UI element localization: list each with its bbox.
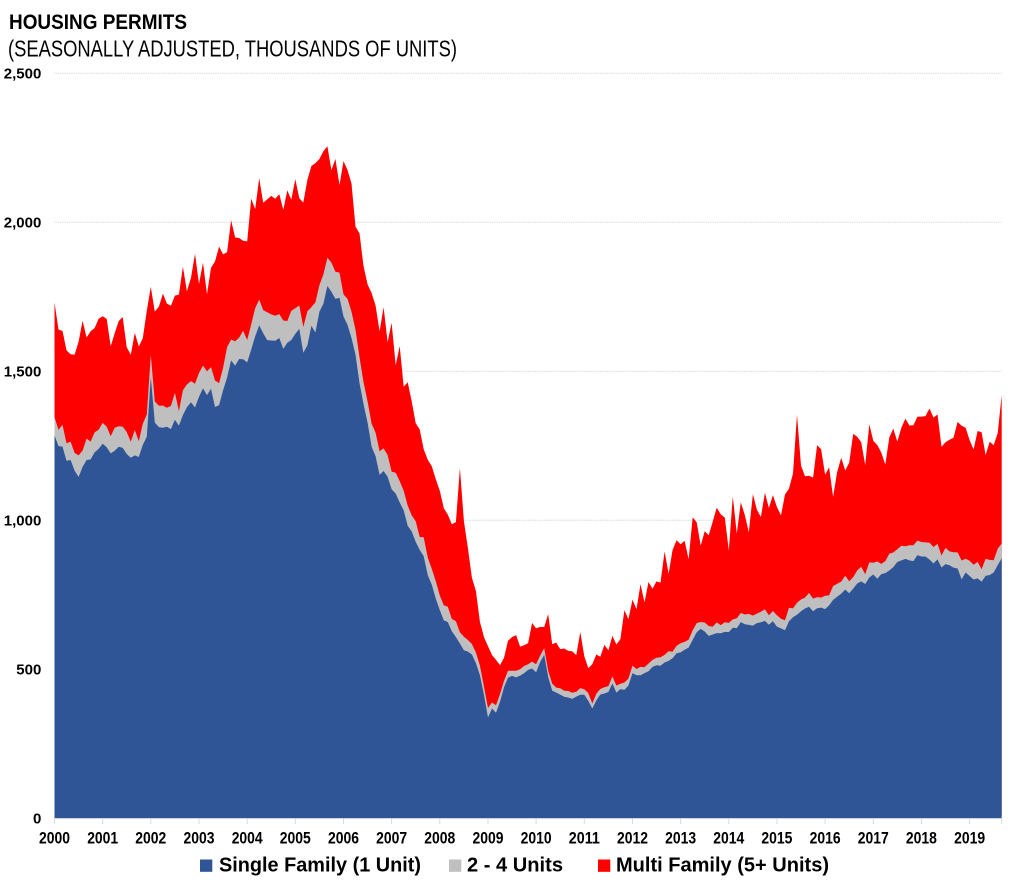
svg-text:2016: 2016 [810, 830, 841, 848]
svg-text:(SEASONALLY ADJUSTED, THOUSAND: (SEASONALLY ADJUSTED, THOUSANDS OF UNITS… [8, 36, 457, 62]
svg-text:500: 500 [16, 661, 41, 678]
svg-text:2 - 4 Units: 2 - 4 Units [467, 854, 563, 877]
svg-text:2009: 2009 [473, 830, 504, 848]
svg-text:2013: 2013 [665, 830, 696, 848]
svg-text:2,500: 2,500 [4, 65, 42, 82]
svg-text:2000: 2000 [39, 830, 70, 848]
svg-text:2003: 2003 [184, 830, 215, 848]
svg-text:2007: 2007 [376, 830, 407, 848]
svg-text:2006: 2006 [328, 830, 359, 848]
svg-text:2004: 2004 [232, 830, 264, 848]
svg-text:2017: 2017 [858, 830, 889, 848]
svg-text:2010: 2010 [521, 830, 552, 848]
svg-text:2005: 2005 [280, 830, 311, 848]
svg-text:2015: 2015 [761, 830, 792, 848]
svg-text:2001: 2001 [87, 830, 118, 848]
svg-text:Multi Family (5+ Units): Multi Family (5+ Units) [616, 854, 829, 877]
svg-text:2014: 2014 [713, 830, 745, 848]
svg-text:HOUSING PERMITS: HOUSING PERMITS [9, 9, 187, 34]
svg-text:Single Family (1 Unit): Single Family (1 Unit) [219, 854, 421, 877]
svg-text:2008: 2008 [424, 830, 455, 848]
svg-text:2019: 2019 [954, 830, 985, 848]
svg-text:2,000: 2,000 [4, 214, 42, 231]
svg-text:2018: 2018 [906, 830, 937, 848]
svg-text:2012: 2012 [617, 830, 648, 848]
svg-text:1,000: 1,000 [4, 512, 42, 529]
svg-text:2002: 2002 [135, 830, 166, 848]
svg-text:0: 0 [33, 810, 41, 827]
svg-text:1,500: 1,500 [4, 363, 42, 380]
svg-text:2011: 2011 [569, 830, 600, 848]
